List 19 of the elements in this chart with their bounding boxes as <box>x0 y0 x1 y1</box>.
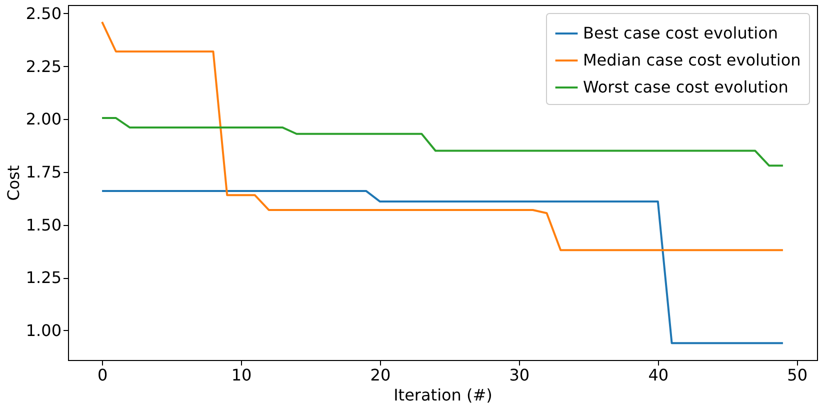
line-series <box>101 117 784 167</box>
y-tick-label: 2.50 <box>26 4 62 23</box>
x-tick-label: 10 <box>231 366 252 384</box>
y-tick-label: 1.25 <box>26 268 62 288</box>
x-tick-label: 20 <box>370 366 391 384</box>
x-tick-label: 30 <box>509 366 530 384</box>
y-tick-label: 1.75 <box>26 162 62 182</box>
y-tick-label: 2.25 <box>26 56 62 76</box>
y-axis-title: Cost <box>4 165 23 201</box>
x-axis-title: Iteration (#) <box>394 386 492 404</box>
x-tick-label: 40 <box>648 366 669 384</box>
legend-label: Median case cost evolution <box>583 50 801 70</box>
y-tick-label: 1.50 <box>26 215 62 234</box>
legend-label: Best case cost evolution <box>583 24 778 42</box>
legend-label: Worst case cost evolution <box>583 78 788 96</box>
x-tick-label: 0 <box>97 366 108 384</box>
x-tick-label: 50 <box>787 366 808 384</box>
y-tick-label: 1.00 <box>26 320 62 340</box>
y-tick-label: 2.00 <box>26 110 62 129</box>
